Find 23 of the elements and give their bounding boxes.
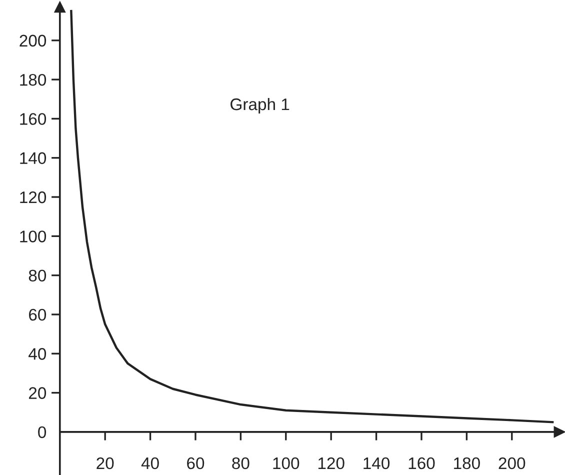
y-tick-label: 40 <box>28 348 46 360</box>
x-tick-label: 40 <box>141 457 159 470</box>
y-tick-label: 20 <box>29 387 46 399</box>
y-tick-label: 140 <box>20 152 46 164</box>
annotation: Graph 1 <box>230 98 290 114</box>
y-tick-label: 200 <box>20 34 46 47</box>
y-tick-label: 80 <box>28 270 46 282</box>
y-tick-label: 100 <box>20 230 46 242</box>
y-tick-label: 0 <box>38 426 46 438</box>
x-tick-label: 20 <box>96 457 114 470</box>
x-tick-label: 160 <box>408 457 435 470</box>
line-series <box>70 10 554 424</box>
y-tick-label: 120 <box>20 191 46 204</box>
x-tick-label: 60 <box>187 457 204 470</box>
x-tick-label: 100 <box>273 457 300 470</box>
x-tick-label: 180 <box>454 457 480 470</box>
x-tick-label: 80 <box>232 457 250 470</box>
x-tick-label: 200 <box>498 457 526 470</box>
y-tick-label: 160 <box>20 113 46 125</box>
x-tick-label: 120 <box>318 457 344 470</box>
x-tick-label: 140 <box>364 457 390 470</box>
y-tick-label: 60 <box>29 308 46 321</box>
y-tick-label: 180 <box>20 74 46 86</box>
